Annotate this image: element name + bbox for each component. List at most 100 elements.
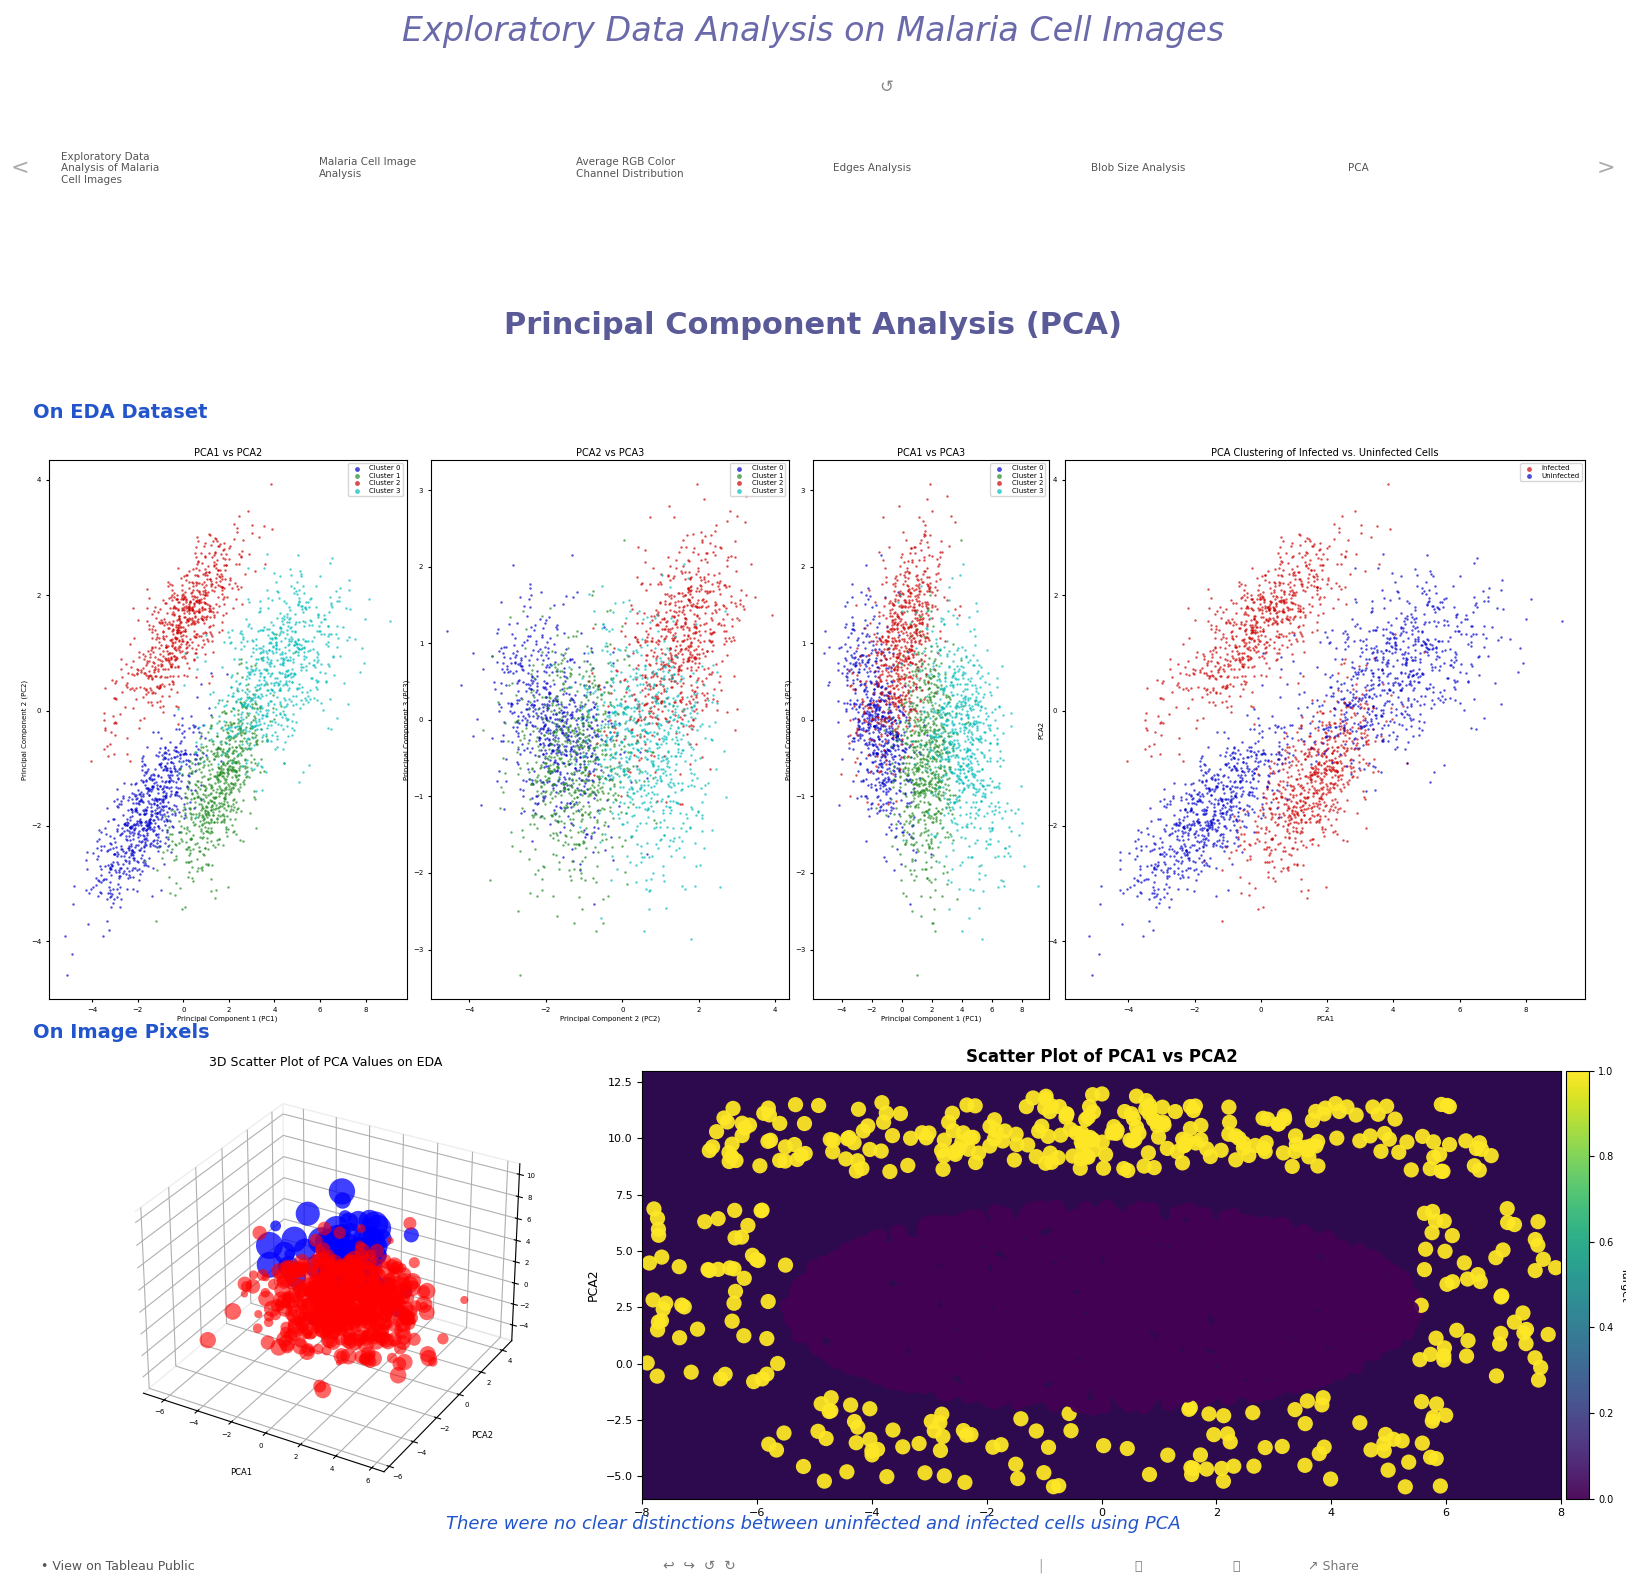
Point bbox=[1130, 1253, 1156, 1278]
Cluster 3 bbox=[218, 630, 244, 655]
Cluster 3 bbox=[657, 704, 683, 730]
Cluster 0 bbox=[94, 887, 120, 912]
Point bbox=[1389, 1274, 1415, 1299]
Point bbox=[1218, 1286, 1244, 1312]
Cluster 1 bbox=[260, 682, 286, 707]
Uninfected bbox=[1317, 714, 1343, 739]
Uninfected bbox=[1328, 677, 1354, 703]
Cluster 0 bbox=[876, 737, 902, 763]
Cluster 3 bbox=[280, 701, 306, 726]
Point bbox=[834, 1323, 860, 1348]
Cluster 2 bbox=[859, 628, 885, 653]
Point bbox=[785, 1283, 811, 1308]
Cluster 0 bbox=[569, 704, 595, 730]
Point bbox=[1070, 1289, 1096, 1315]
Cluster 0 bbox=[150, 779, 176, 804]
Infected bbox=[1239, 587, 1265, 612]
Uninfected bbox=[1210, 801, 1236, 826]
Uninfected bbox=[1233, 801, 1259, 826]
Cluster 3 bbox=[938, 707, 964, 733]
Uninfected bbox=[1151, 844, 1177, 869]
Point bbox=[1340, 1262, 1366, 1288]
Cluster 0 bbox=[846, 723, 872, 749]
Cluster 1 bbox=[911, 780, 937, 806]
Point bbox=[948, 1261, 974, 1286]
Cluster 2 bbox=[689, 671, 715, 696]
Cluster 1 bbox=[572, 763, 598, 788]
Cluster 2 bbox=[665, 657, 691, 682]
Cluster 3 bbox=[979, 815, 1005, 841]
Infected bbox=[1293, 809, 1319, 834]
Infected bbox=[1262, 822, 1288, 847]
Cluster 1 bbox=[205, 831, 231, 856]
Uninfected bbox=[1210, 822, 1236, 847]
Cluster 2 bbox=[122, 661, 148, 687]
Cluster 0 bbox=[870, 771, 896, 796]
Cluster 1 bbox=[914, 688, 940, 714]
Cluster 1 bbox=[582, 869, 608, 895]
Point bbox=[1154, 1136, 1180, 1161]
Cluster 2 bbox=[891, 649, 917, 674]
Cluster 1 bbox=[239, 758, 265, 783]
Point bbox=[707, 1366, 733, 1391]
Cluster 1 bbox=[572, 684, 598, 709]
Cluster 1 bbox=[919, 766, 945, 791]
Uninfected bbox=[1216, 742, 1242, 768]
Cluster 0 bbox=[854, 677, 880, 703]
Uninfected bbox=[1335, 633, 1361, 658]
Cluster 1 bbox=[517, 690, 543, 715]
Point bbox=[1280, 1369, 1306, 1394]
Cluster 2 bbox=[151, 657, 177, 682]
Cluster 0 bbox=[834, 625, 860, 650]
Infected bbox=[1237, 620, 1263, 646]
Uninfected bbox=[1340, 663, 1366, 688]
Point bbox=[1286, 1264, 1312, 1289]
Cluster 2 bbox=[898, 698, 924, 723]
Infected bbox=[1242, 875, 1268, 901]
Infected bbox=[1325, 660, 1351, 685]
Cluster 0 bbox=[854, 783, 880, 809]
Point bbox=[937, 1250, 963, 1275]
Point bbox=[1037, 1340, 1063, 1366]
Uninfected bbox=[1402, 628, 1428, 653]
Point bbox=[870, 1315, 896, 1340]
Uninfected bbox=[1198, 812, 1224, 837]
Cluster 3 bbox=[602, 699, 628, 725]
Cluster 2 bbox=[654, 614, 680, 639]
Cluster 0 bbox=[886, 801, 912, 826]
Cluster 1 bbox=[210, 833, 236, 858]
Point bbox=[1246, 1372, 1272, 1397]
Cluster 3 bbox=[667, 720, 693, 745]
Cluster 0 bbox=[837, 657, 863, 682]
Cluster 0 bbox=[872, 707, 898, 733]
Point bbox=[1156, 1318, 1182, 1343]
Cluster 3 bbox=[252, 722, 278, 747]
Point bbox=[852, 1307, 878, 1332]
Uninfected bbox=[1190, 834, 1216, 860]
Infected bbox=[1180, 657, 1206, 682]
Cluster 1 bbox=[919, 749, 945, 774]
Uninfected bbox=[1169, 858, 1195, 883]
Cluster 3 bbox=[306, 668, 332, 693]
Cluster 2 bbox=[867, 647, 893, 672]
Cluster 2 bbox=[159, 641, 185, 666]
Point bbox=[1249, 1354, 1275, 1380]
Cluster 0 bbox=[896, 763, 922, 788]
Point bbox=[1153, 1226, 1179, 1251]
Uninfected bbox=[1459, 715, 1485, 741]
Cluster 3 bbox=[967, 655, 993, 680]
Point bbox=[1177, 1197, 1203, 1223]
Infected bbox=[1294, 744, 1320, 769]
Cluster 2 bbox=[143, 595, 169, 620]
Cluster 0 bbox=[528, 625, 554, 650]
Infected bbox=[1280, 818, 1306, 844]
Point bbox=[1213, 1216, 1239, 1242]
Cluster 0 bbox=[559, 704, 585, 730]
Cluster 2 bbox=[676, 590, 702, 615]
Cluster 1 bbox=[915, 817, 941, 842]
Cluster 1 bbox=[898, 861, 924, 887]
Cluster 2 bbox=[202, 574, 228, 600]
Infected bbox=[1260, 584, 1286, 609]
Point bbox=[1099, 1289, 1125, 1315]
Cluster 2 bbox=[154, 638, 180, 663]
